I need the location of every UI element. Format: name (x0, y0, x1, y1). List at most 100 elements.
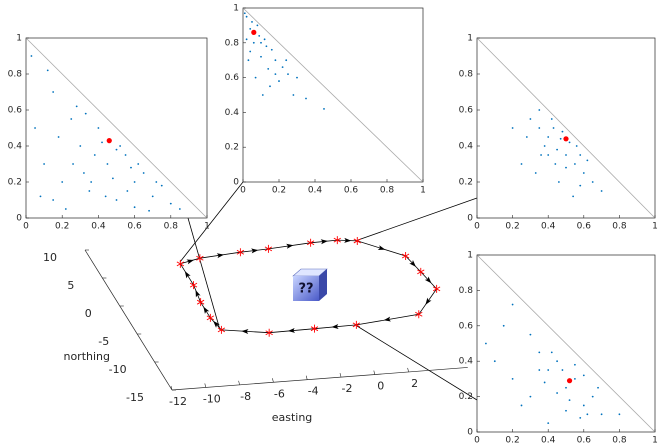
arrow-head (203, 306, 210, 314)
point (565, 154, 567, 156)
point (52, 91, 55, 93)
x-tick-label: 0 (377, 380, 384, 393)
y-tick-label: 10 (43, 251, 57, 264)
point (511, 378, 514, 380)
x-tick (272, 378, 274, 383)
point (97, 127, 100, 129)
y-tick-label: 0 (467, 428, 473, 438)
y-tick-label: 0.6 (459, 106, 474, 116)
point (565, 386, 567, 389)
point (568, 399, 571, 402)
y-tick-label: 0.6 (8, 106, 23, 116)
y-tick-label: 0.2 (8, 178, 22, 188)
connector (357, 197, 478, 241)
x-tick (339, 373, 342, 378)
waypoint (353, 236, 361, 245)
point (90, 181, 93, 183)
point (547, 369, 550, 371)
point (263, 38, 266, 41)
arrow-head (383, 316, 391, 322)
point (115, 148, 118, 151)
y-tick-label: 0 (467, 214, 473, 224)
point (554, 163, 557, 165)
x-tick (238, 380, 240, 385)
waypoint (264, 244, 273, 253)
point (281, 66, 284, 69)
point (278, 80, 280, 82)
point (565, 409, 567, 412)
point (243, 12, 246, 15)
connector (179, 181, 244, 263)
point (511, 127, 514, 129)
x-axis-label: easting (272, 411, 313, 424)
point (574, 363, 576, 366)
point (130, 166, 132, 169)
x-tick-label: 0.2 (272, 186, 286, 196)
point (46, 69, 49, 72)
point (251, 21, 253, 23)
highlight-point (251, 29, 257, 35)
point (115, 199, 118, 201)
y-tick-label: 0.4 (225, 108, 240, 118)
x-tick-label: -4 (308, 385, 319, 398)
point (618, 413, 621, 416)
reference-line (476, 37, 656, 219)
point (261, 94, 264, 96)
x-tick-label: 2 (411, 377, 418, 390)
point (43, 163, 45, 165)
point (247, 59, 250, 62)
x-tick-label: -10 (203, 392, 221, 405)
icon-label: ?? (298, 282, 313, 297)
reference-line (25, 37, 208, 219)
point (574, 163, 576, 165)
arrow-head (424, 276, 432, 284)
point (101, 141, 103, 144)
waypoint (189, 281, 198, 290)
point (258, 34, 261, 37)
waypoint (352, 320, 361, 329)
point (591, 181, 594, 183)
point (538, 369, 541, 371)
point (600, 190, 603, 192)
point (124, 154, 127, 156)
point (119, 145, 122, 147)
point (574, 378, 576, 380)
x-tick-label: 0 (474, 436, 480, 446)
x-tick-label: 0.4 (541, 436, 556, 446)
point (260, 41, 262, 44)
point (534, 172, 537, 174)
point (582, 374, 585, 377)
point (270, 48, 273, 51)
point (245, 38, 248, 41)
y-tick-label: 0.8 (459, 70, 474, 80)
x-tick (170, 385, 173, 391)
point (133, 181, 136, 183)
arrow-head (186, 259, 194, 265)
point (561, 130, 564, 133)
waypoint (196, 254, 204, 263)
x-tick-label: 0.8 (164, 222, 179, 232)
point (520, 163, 523, 165)
waypoint (196, 298, 205, 307)
y-axis (84, 249, 173, 391)
point (70, 118, 73, 120)
y-tick-label: 0.2 (459, 392, 473, 402)
arrow-head (377, 245, 386, 250)
x-tick-label: 0.8 (612, 436, 627, 446)
point (79, 145, 82, 147)
point (511, 303, 514, 306)
arrow-head (409, 260, 416, 267)
point (561, 369, 564, 371)
y-tick-label: 5 (67, 279, 74, 292)
point (256, 24, 259, 27)
y-tick-label: 1 (16, 34, 22, 44)
waypoint (432, 284, 441, 293)
x-tick-label: 0.8 (380, 186, 395, 196)
x-tick-label: 0.6 (344, 186, 359, 196)
point (543, 145, 546, 147)
connectors (179, 181, 478, 401)
waypoint (306, 238, 315, 247)
x-tick-label: 0.6 (127, 222, 142, 232)
point (296, 76, 298, 79)
point (52, 199, 55, 201)
